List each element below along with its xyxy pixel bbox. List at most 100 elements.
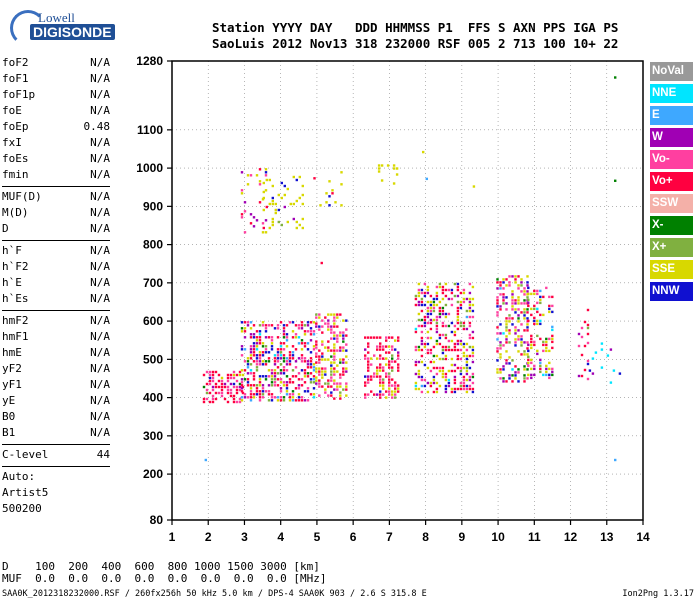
x-tick-label: 5 (314, 530, 321, 544)
echo-point (453, 348, 457, 352)
echo-point (276, 372, 280, 375)
echo-point (391, 357, 394, 360)
echo-point (279, 357, 283, 360)
echo-point (499, 293, 502, 296)
echo-point (312, 381, 316, 384)
echo-point (297, 384, 301, 387)
echo-point (496, 359, 499, 362)
echo-point (420, 378, 424, 382)
echo-point (536, 289, 539, 293)
echo-point (438, 312, 442, 316)
echo-point (527, 343, 530, 347)
echo-point (502, 380, 505, 383)
echo-point (468, 282, 472, 286)
echo-point (246, 174, 250, 177)
echo-point (523, 308, 526, 311)
echo-point (511, 302, 514, 305)
echo-point (268, 202, 271, 206)
echo-point (282, 348, 286, 351)
echo-point (246, 360, 250, 363)
echo-point (324, 358, 327, 361)
echo-point (276, 366, 280, 369)
echo-point (462, 321, 466, 325)
echo-point (285, 390, 289, 393)
echo-point (508, 281, 511, 284)
echo-point (450, 339, 454, 343)
echo-point (249, 336, 253, 339)
echo-point (229, 376, 233, 380)
param-row: B1 N/A (2, 425, 110, 441)
echo-point (444, 282, 448, 286)
echo-point (444, 372, 448, 376)
echo-point (240, 384, 244, 387)
echo-point (321, 325, 324, 328)
echo-point (255, 339, 259, 342)
echo-point (330, 337, 333, 340)
param-row: h`Es N/A (2, 291, 110, 307)
echo-point (324, 346, 327, 349)
echo-point (548, 307, 551, 311)
echo-point (391, 360, 394, 363)
echo-point (345, 394, 348, 397)
echo-point (551, 346, 554, 350)
echo-point (342, 337, 345, 340)
echo-point (426, 390, 430, 394)
echo-point (258, 363, 262, 366)
echo-point (367, 342, 370, 345)
echo-point (370, 357, 373, 360)
echo-point (285, 369, 289, 372)
echo-point (441, 288, 445, 292)
echo-point (279, 348, 283, 351)
echo-point (258, 396, 262, 399)
echo-point (232, 385, 236, 389)
echo-point (226, 388, 230, 392)
echo-point (264, 336, 268, 339)
echo-point (382, 345, 385, 348)
echo-point (315, 322, 318, 325)
echo-point (223, 382, 227, 386)
echo-point (526, 368, 529, 371)
echo-point (468, 315, 472, 319)
x-tick-label: 3 (241, 530, 248, 544)
echo-point (336, 316, 339, 319)
echo-point (345, 319, 348, 322)
echo-point (417, 369, 421, 373)
echo-point (261, 384, 265, 387)
echo-point (300, 369, 304, 372)
x-tick-label: 1 (169, 530, 176, 544)
echo-point (297, 372, 301, 375)
legend-item-ssw: SSW (650, 194, 693, 213)
param-value: N/A (90, 104, 110, 117)
echo-point (249, 354, 253, 357)
echo-point (291, 393, 295, 396)
echo-point (339, 346, 342, 349)
echo-point (285, 363, 289, 366)
echo-point (577, 374, 581, 378)
echo-point (294, 366, 298, 369)
echo-point (339, 391, 342, 394)
param-value: N/A (90, 378, 110, 391)
echo-point (456, 294, 460, 298)
legend-item-w: W (650, 128, 693, 147)
echo-point (373, 375, 376, 378)
echo-point (270, 399, 274, 402)
echo-point (364, 375, 367, 378)
echo-point (462, 291, 466, 295)
echo-point (273, 360, 277, 363)
echo-point (496, 302, 499, 305)
echo-point (468, 354, 472, 358)
echo-point (243, 378, 247, 381)
echo-point (435, 339, 439, 343)
echo-point (220, 379, 224, 383)
echo-point (373, 336, 376, 339)
echo-point (505, 320, 508, 323)
echo-point (364, 336, 367, 339)
echo-point (339, 394, 342, 397)
echo-point (423, 345, 427, 349)
echo-point (502, 287, 505, 290)
echo-point (379, 342, 382, 345)
echo-point (388, 393, 391, 396)
echo-point (441, 321, 445, 325)
echo-point (264, 219, 268, 222)
param-name: fxI (2, 136, 22, 149)
